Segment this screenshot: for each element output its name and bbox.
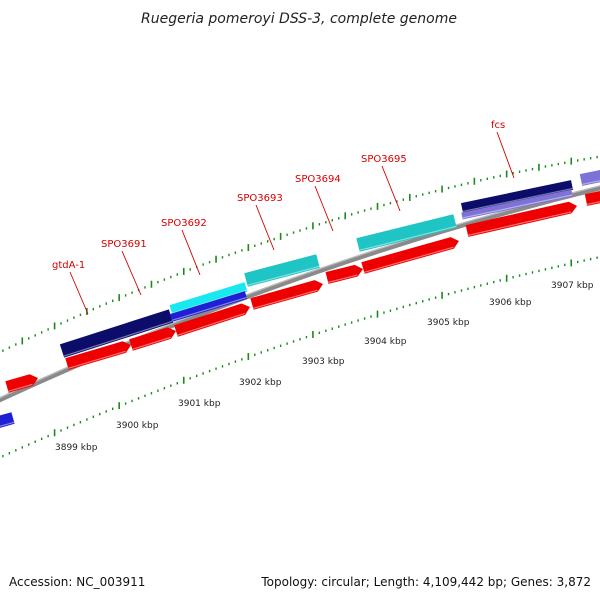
genome-summary-text: Topology: circular; Length: 4,109,442 bp… (260, 575, 591, 589)
red-gene-edge-shine (586, 201, 600, 205)
red-gene-a-body (5, 374, 38, 393)
gene-label-SPO3695[interactable]: SPO3695 (361, 154, 407, 165)
scale-label-3906: 3906 kbp (489, 298, 532, 308)
leader-line-1 (121, 250, 142, 296)
gene-label-gtdA-1[interactable]: gtdA-1 (52, 260, 85, 271)
scale-label-3902: 3902 kbp (239, 378, 282, 388)
cyan-gene-spo3692-top-shine (171, 289, 248, 314)
red-gene-gtda-body (65, 341, 131, 370)
blue-gene-spo3692-bottom-body (169, 291, 248, 322)
scale-tick-row (2, 256, 598, 458)
red-gene-fcs-body (465, 201, 577, 237)
leader-line-2 (181, 229, 201, 276)
red-gene-fcs-shine (467, 211, 572, 236)
cyan-gene-spo3693 (244, 254, 320, 287)
red-gene-spo3695-body (361, 237, 459, 274)
scale-label-3905: 3905 kbp (427, 318, 470, 328)
lavender-gene-fcs-bottom (461, 189, 573, 220)
cyan-gene-spo3692-top-body (169, 282, 248, 315)
red-gene-gtda (65, 341, 131, 370)
leader-line-4 (314, 185, 334, 232)
blue-gene-left (0, 412, 15, 428)
gene-label-fcs[interactable]: fcs (491, 120, 505, 131)
red-gene-spo3692-body (174, 303, 250, 337)
red-gene-a-shine (8, 383, 33, 392)
gene-label-SPO3693[interactable]: SPO3693 (237, 193, 283, 204)
red-gene-spo3695-shine (364, 246, 454, 273)
lavender-gene-fcs-bottom-body (461, 189, 573, 220)
red-gene-spo3693 (250, 280, 323, 310)
cyan-gene-spo3695-shine (359, 225, 457, 251)
cyan-gene-spo3692-top (169, 282, 248, 315)
accession-text: Accession: NC_003911 (9, 575, 145, 589)
blue-gene-left-shine (0, 421, 15, 427)
navy-gene-gtda-body (59, 309, 174, 358)
leader-line-0 (69, 271, 89, 315)
scale-label-3899: 3899 kbp (55, 443, 98, 453)
red-gene-spo3691-shine (132, 336, 171, 350)
gene-label-SPO3691[interactable]: SPO3691 (101, 239, 147, 250)
red-gene-spo3691-body (129, 327, 176, 351)
map-title: Ruegeria pomeroyi DSS-3, complete genome (141, 11, 457, 27)
red-gene-spo3694 (325, 264, 363, 284)
navy-gene-gtda (59, 309, 174, 358)
scale-label-3904: 3904 kbp (364, 337, 407, 347)
cyan-gene-spo3695-body (356, 214, 457, 252)
scale-label-3900: 3900 kbp (116, 421, 159, 431)
red-gene-a (5, 374, 38, 393)
navy-gene-fcs-top-body (460, 180, 574, 213)
navy-gene-fcs-top (460, 180, 574, 213)
scale-label-3907: 3907 kbp (551, 281, 594, 291)
red-gene-spo3695 (361, 237, 459, 274)
cyan-gene-spo3695 (356, 214, 457, 252)
leader-line-5 (381, 165, 401, 212)
gene-label-leaders (69, 131, 515, 315)
red-gene-spo3692-shine (177, 312, 245, 336)
blue-gene-spo3692-bottom (169, 291, 248, 322)
red-gene-gtda-shine (68, 350, 126, 369)
red-gene-spo3691 (129, 327, 176, 351)
gene-label-SPO3692[interactable]: SPO3692 (161, 218, 207, 229)
leader-line-3 (255, 204, 275, 251)
red-gene-edge-body (584, 190, 600, 206)
red-gene-spo3692 (174, 303, 250, 337)
cyan-gene-spo3693-shine (247, 265, 320, 286)
leader-line-6 (496, 131, 515, 179)
lavender-gene-edge (579, 169, 600, 186)
scale-label-3901: 3901 kbp (178, 399, 221, 409)
blue-gene-left-body (0, 412, 15, 428)
red-gene-spo3693-shine (253, 289, 318, 309)
gene-label-SPO3694[interactable]: SPO3694 (295, 174, 341, 185)
gene-features (0, 169, 600, 428)
cyan-gene-spo3693-body (244, 254, 320, 287)
navy-gene-fcs-top-shine (462, 187, 573, 213)
lavender-gene-edge-shine (581, 180, 600, 185)
red-gene-spo3694-shine (327, 274, 358, 283)
blue-gene-spo3692-bottom-shine (171, 296, 247, 321)
red-gene-edge (584, 190, 600, 206)
red-gene-spo3694-body (325, 264, 363, 284)
red-gene-fcs (465, 201, 577, 237)
red-gene-spo3693-body (250, 280, 323, 310)
scale-label-3903: 3903 kbp (302, 357, 345, 367)
navy-gene-gtda-shine (63, 320, 173, 357)
lavender-gene-fcs-bottom-shine (462, 194, 573, 219)
lavender-gene-edge-body (579, 169, 600, 186)
